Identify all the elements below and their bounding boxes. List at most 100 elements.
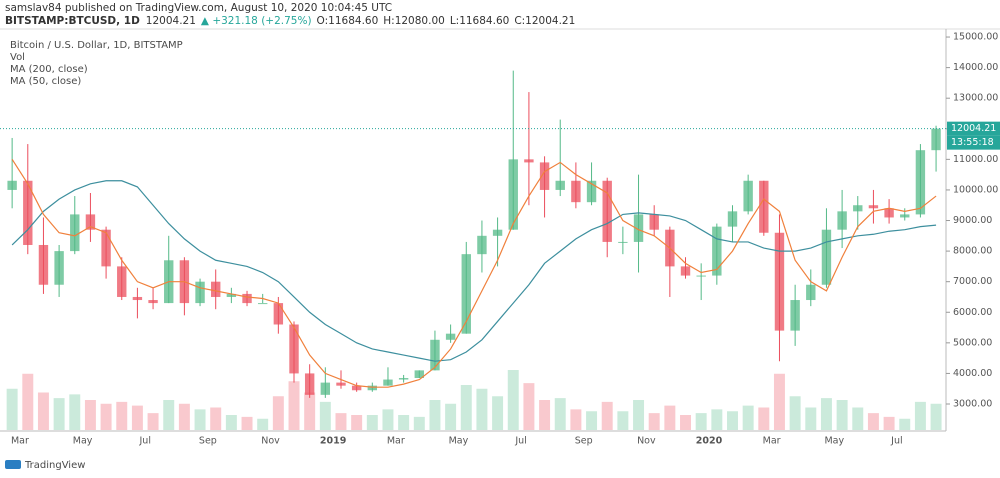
volume-bar — [382, 409, 394, 430]
volume-bar — [570, 409, 582, 430]
legend-vol: Vol — [10, 52, 25, 63]
volume-bar — [867, 413, 879, 430]
candle-body — [931, 128, 941, 151]
y-tick-label: 13000.00 — [953, 93, 998, 104]
price-tag — [947, 121, 1000, 136]
volume-bar — [413, 416, 425, 430]
candle-body — [117, 266, 127, 297]
plot — [0, 36, 950, 430]
symbol-line: BITSTAMP:BTCUSD, 1D 12004.21 ▲ +321.18 (+2… — [5, 15, 575, 27]
volume-bar — [69, 394, 81, 430]
y-tick-label: 4000.00 — [953, 368, 992, 379]
timer-label: 13:55:18 — [951, 137, 994, 148]
y-tick-label: 3000.00 — [953, 399, 992, 410]
candle-body — [821, 229, 832, 285]
volume-bar — [116, 401, 128, 430]
volume-bar — [836, 400, 848, 430]
candle-body — [633, 214, 644, 242]
candle-body — [336, 382, 346, 386]
volume-bar — [100, 403, 112, 430]
candle-body — [539, 162, 550, 190]
x-tick-label: May — [73, 436, 93, 447]
candle-body — [586, 180, 597, 203]
volume-bar — [507, 370, 519, 430]
volume-bar — [852, 407, 864, 430]
volume-bar — [335, 413, 347, 430]
volume-bar — [539, 400, 551, 430]
candle-body — [70, 214, 80, 252]
candle-body — [430, 339, 440, 371]
price-tag-label: 12004.21 — [951, 123, 996, 134]
volume-bar — [288, 381, 300, 430]
y-tick-label: 11000.00 — [953, 154, 998, 165]
candle-body — [304, 373, 315, 395]
volume-bar — [22, 373, 34, 430]
x-tick-label: Mar — [387, 436, 405, 447]
volume-bar — [554, 398, 566, 430]
volume-bar — [304, 392, 316, 430]
candle-body — [211, 281, 221, 297]
volume-bar — [147, 413, 159, 430]
candle-body — [837, 211, 847, 230]
volume-bar — [711, 409, 723, 430]
logo[interactable] — [5, 460, 21, 469]
candle-body — [461, 254, 471, 334]
y-tick-label: 7000.00 — [953, 276, 992, 287]
volume-bar — [37, 392, 49, 430]
change: ▲ +321.18 (+2.75%) — [201, 15, 312, 27]
y-tick-label: 15000.00 — [953, 32, 998, 43]
candle-body — [226, 293, 237, 297]
candle-body — [571, 180, 581, 203]
candle-body — [618, 241, 628, 243]
volume-bar — [601, 401, 613, 430]
candle-body — [289, 324, 299, 374]
candle-body — [900, 214, 910, 218]
candle-body — [806, 284, 816, 301]
candle-body — [38, 244, 49, 285]
candle-body — [351, 385, 362, 391]
legend-title: Bitcoin / U.S. Dollar, 1D, BITSTAMP — [10, 40, 183, 51]
candle-body — [492, 229, 503, 236]
volume-bar — [429, 400, 441, 430]
candle-body — [195, 281, 205, 304]
volume-bar — [398, 415, 410, 430]
candle-body — [132, 296, 143, 301]
candle-body — [320, 382, 331, 395]
volume-bar — [523, 383, 535, 430]
x-tick-label: Mar — [11, 436, 29, 447]
candle-body — [555, 180, 565, 190]
volume-bar — [210, 407, 222, 430]
low: L:11684.60 — [450, 15, 510, 27]
candle-body — [445, 333, 456, 340]
candle-body — [367, 385, 378, 391]
volume-bar — [319, 401, 331, 430]
candle-body — [743, 180, 753, 212]
footer[interactable]: TradingView — [24, 460, 85, 471]
candle-body — [853, 205, 863, 212]
volume-bar — [695, 413, 707, 430]
candle-body — [383, 379, 393, 386]
y-tick-label: 8000.00 — [953, 246, 992, 257]
ma-line — [11, 159, 937, 388]
volume-bar — [617, 411, 629, 430]
candle-body — [727, 211, 738, 227]
candle-body — [790, 300, 800, 331]
x-tick-label: Sep — [575, 436, 593, 447]
volume-bar — [84, 400, 96, 430]
volume-bar — [820, 398, 832, 430]
candle-body — [85, 214, 96, 230]
candle-body — [398, 378, 409, 380]
volume-bar — [648, 413, 660, 430]
legend-ma200: MA (200, close) — [10, 64, 88, 75]
volume-bar — [257, 418, 269, 430]
y-tick-label: 14000.00 — [953, 62, 998, 73]
candle-body — [273, 303, 284, 325]
x-tick-label: May — [449, 436, 469, 447]
candle-body — [868, 205, 879, 209]
candle-body — [774, 232, 785, 331]
volume-bar — [899, 418, 911, 430]
volume-bar — [194, 409, 206, 430]
volume-bar — [805, 407, 817, 430]
